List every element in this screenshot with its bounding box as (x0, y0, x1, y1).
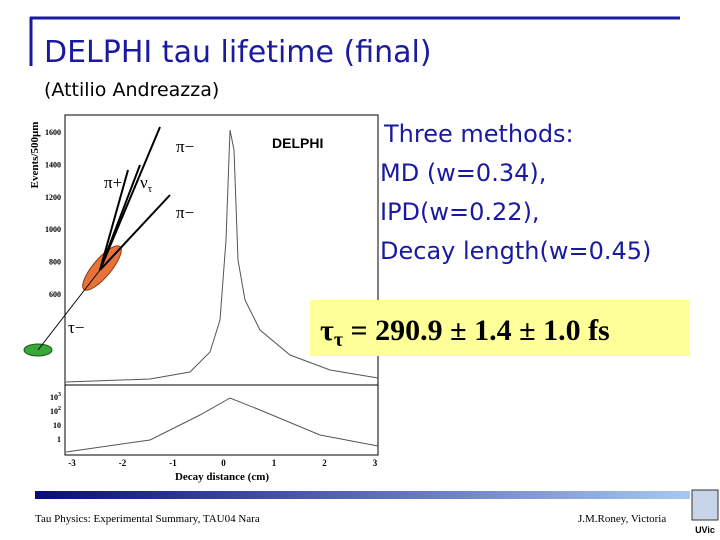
particle-label: π− (176, 203, 194, 222)
subtitle: (Attilio Andreazza) (44, 79, 219, 101)
title: DELPHI tau lifetime (final) (44, 35, 432, 70)
experiment-label: DELPHI (272, 135, 323, 151)
methods-heading: Three methods: (383, 120, 574, 148)
y-tick-label: 800 (49, 258, 61, 267)
footer-right: J.M.Roney, Victoria (578, 513, 666, 525)
y-tick-label: 102 (50, 406, 61, 416)
particle-label: ντ (140, 173, 153, 195)
x-tick-label: 3 (373, 458, 378, 468)
tau-track (37, 269, 101, 351)
y-axis-label: Events/500μm (29, 122, 41, 189)
plot-frame (64, 114, 379, 456)
figure: Events/500μm DELPHI 1600 1400 1200 1000 800 6… (23, 114, 379, 483)
footer-bar (35, 491, 690, 499)
y-tick-label: 1200 (45, 193, 61, 202)
y-tick-label: 1400 (45, 160, 61, 169)
x-axis-label: Decay distance (cm) (175, 471, 269, 483)
result-box (310, 300, 690, 356)
distribution-curve (65, 129, 379, 383)
log-curve (65, 397, 379, 453)
x-tick-label: -1 (169, 458, 177, 468)
particle-label: π+ (104, 173, 122, 192)
footer-left: Tau Physics: Experimental Summary, TAU04… (35, 513, 260, 525)
methods: Three methods: MD (w=0.34), IPD(w=0.22),… (380, 120, 651, 265)
method-item: Decay length(w=0.45) (380, 237, 651, 265)
x-tick-label: -3 (68, 458, 76, 468)
method-item: IPD(w=0.22), (380, 198, 540, 226)
x-tick-label: -2 (119, 458, 127, 468)
particle-label: π− (176, 137, 194, 156)
tracks (99, 126, 171, 271)
y-tick-label: 10 (53, 421, 61, 430)
result: ττ = 290.9 ± 1.4 ± 1.0 fs (320, 314, 610, 351)
x-tick-label: 1 (272, 458, 277, 468)
method-item: MD (w=0.34), (380, 159, 546, 187)
particle-label: τ− (68, 318, 84, 337)
logo-shield (691, 489, 719, 521)
x-tick-label: 2 (322, 458, 327, 468)
y-tick-label: 103 (50, 392, 61, 402)
logo: UVic (695, 525, 715, 535)
y-tick-label: 600 (49, 290, 61, 299)
y-tick-label: 1000 (45, 225, 61, 234)
y-tick-label: 1 (57, 435, 61, 444)
y-tick-label: 1600 (45, 128, 61, 137)
x-tick-label: 0 (221, 458, 226, 468)
